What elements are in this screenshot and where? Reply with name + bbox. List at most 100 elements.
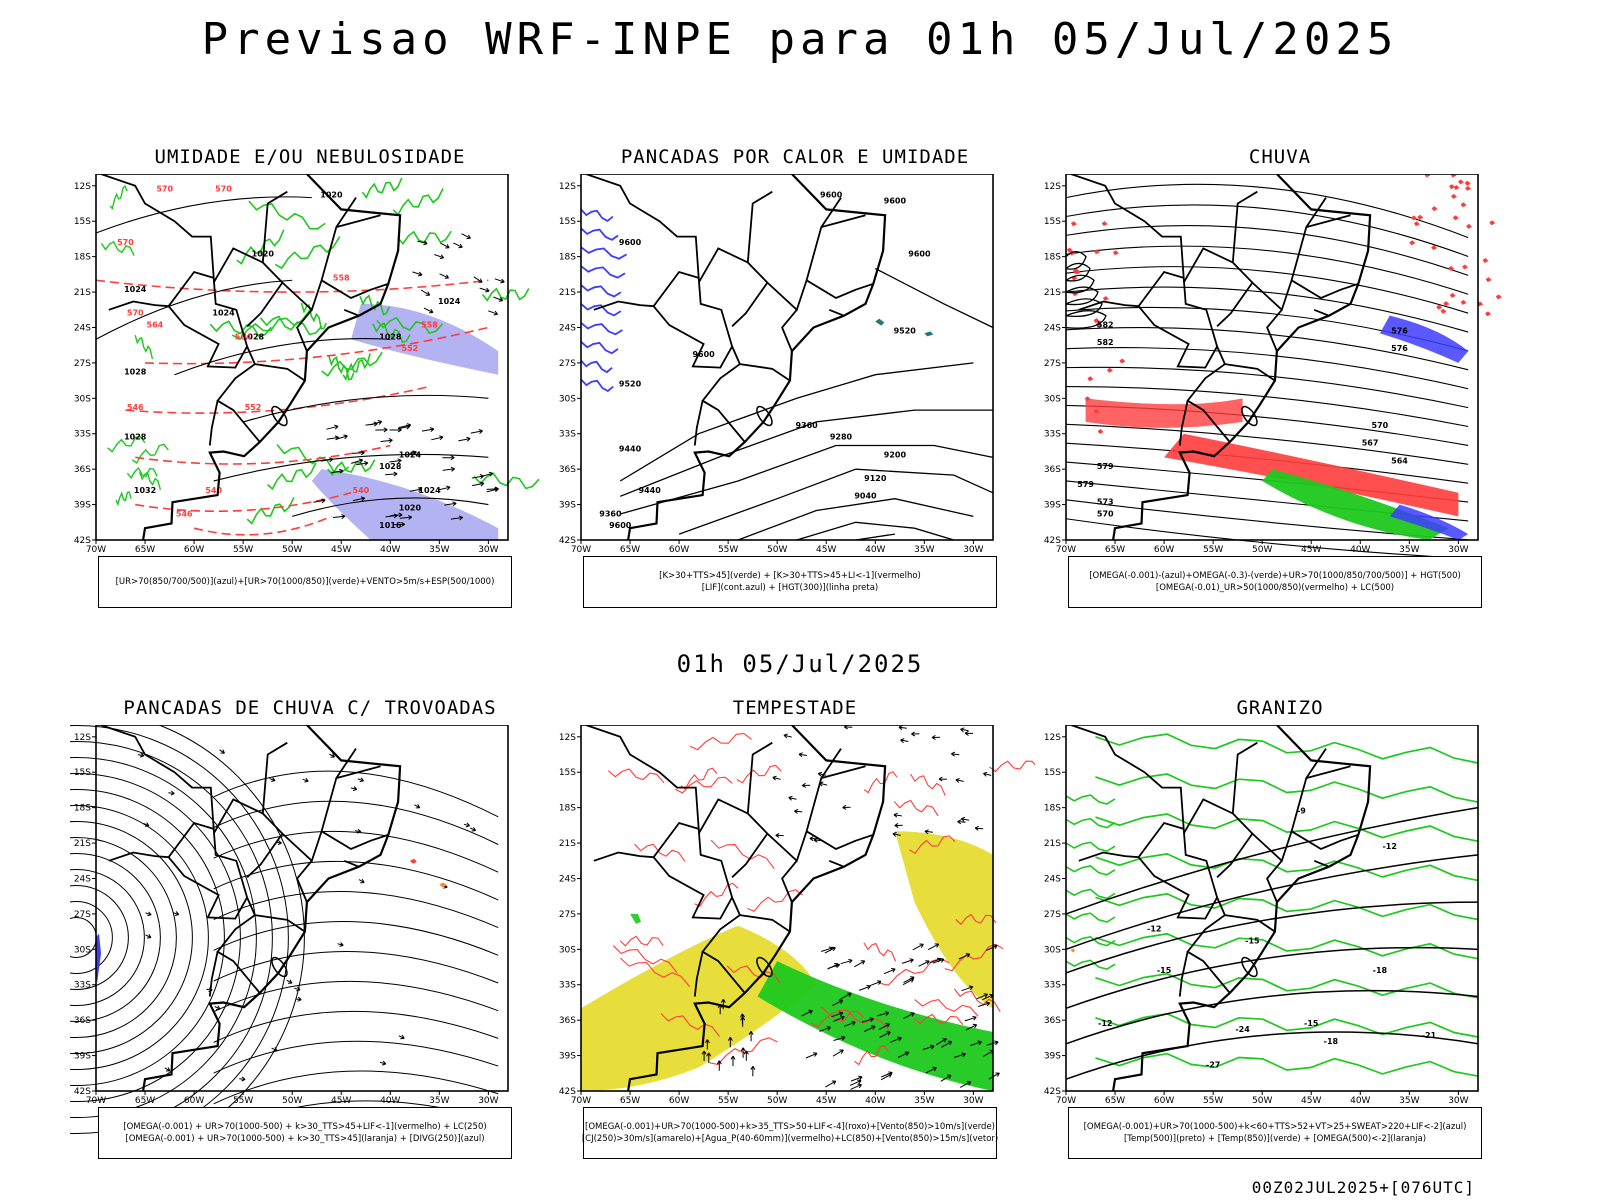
lon-tick-label: 50W — [282, 545, 302, 555]
lat-tick-label: 18S — [74, 253, 91, 263]
lat-tick-label: 24S — [1044, 323, 1061, 333]
lat-tick-label: 21S — [559, 839, 576, 849]
contour-label: 9600 — [908, 250, 931, 259]
wind-vector — [924, 829, 933, 835]
wind-vector — [442, 466, 455, 472]
wind-vector — [701, 1050, 707, 1061]
map-frame — [580, 725, 994, 1092]
wind-vector — [472, 481, 485, 487]
hgt300-contour — [620, 444, 994, 515]
panel-umidade: UMIDADE E/OU NEBULOSIDADE 1020 1020 1024 10… — [70, 146, 550, 626]
contour-label: 570 — [117, 238, 134, 247]
border-line — [739, 363, 791, 382]
wind-vector — [878, 1023, 890, 1031]
wind-vector — [900, 738, 909, 744]
wind-vector — [903, 1012, 915, 1019]
humidity-green-contour — [276, 444, 350, 474]
lon-tick-label: 70W — [86, 1096, 106, 1106]
wind-vector — [879, 1031, 891, 1038]
panel-title-tempestade: TEMPESTADE — [732, 697, 858, 719]
wind-vector — [794, 808, 803, 814]
wind-vector — [470, 429, 483, 434]
border-line — [828, 859, 845, 868]
lat-tick-label: 18S — [74, 804, 91, 814]
lon-tick-label: 30W — [478, 1096, 498, 1106]
border-line — [261, 190, 288, 263]
wind-vector — [320, 457, 334, 463]
contour-label: 570 — [215, 185, 232, 194]
wind-vector — [842, 804, 851, 810]
wind-vector — [332, 514, 346, 519]
temp850-green-contour — [1065, 888, 1116, 900]
rain-red-speck — [1069, 250, 1076, 256]
lat-tick-label: 21S — [1044, 288, 1061, 298]
wind-vector — [463, 822, 471, 828]
contour-label: 582 — [1097, 320, 1114, 329]
lon-tick-label: 30W — [1448, 1096, 1468, 1106]
rain-red-speck — [1431, 206, 1438, 212]
wind-vector — [389, 458, 402, 464]
precip-water-red-contour — [680, 767, 718, 790]
border-line — [1216, 833, 1254, 878]
rain-red-speck — [1451, 193, 1457, 199]
hgt500-contour — [1065, 298, 1103, 317]
precip-water-red-contour — [620, 957, 691, 987]
contour-label: -18 — [1373, 966, 1388, 975]
streamline-ring — [70, 789, 225, 1086]
temp850-green-contour — [1065, 794, 1116, 805]
wind-vector — [352, 496, 366, 502]
wind-vector — [326, 424, 339, 430]
hgt500-contour — [1065, 262, 1091, 282]
lon-tick-label: 65W — [620, 1096, 640, 1106]
wind-vector — [335, 434, 348, 440]
wind-vector — [931, 734, 941, 741]
panel-title-pancadas-trovoadas: PANCADAS DE CHUVA C/ TROVOADAS — [123, 697, 497, 719]
pressure-isobar — [95, 279, 293, 340]
wind-vector — [331, 468, 344, 474]
lat-tick-label: 15S — [74, 768, 91, 778]
humidity-green-contour — [248, 200, 326, 230]
lon-tick-label: 45W — [331, 545, 351, 555]
border-line — [1070, 174, 1231, 443]
contour-label: 564 — [1391, 456, 1408, 465]
precip-water-red-contour — [810, 1010, 865, 1028]
map-granizo: -9 -12 -15 -18 -12 -15 -18 -21 -24 -27 -12 -15 12S 15… — [1044, 725, 1479, 1106]
lon-tick-label: 35W — [429, 545, 449, 555]
contour-label: 1028 — [242, 332, 265, 341]
rain-red-speck — [1424, 174, 1431, 178]
rain-red-speck — [1464, 180, 1471, 186]
humidity-green-contour — [236, 229, 285, 265]
precip-water-red-contour — [879, 957, 950, 986]
pressure-isobar — [292, 497, 489, 517]
border-line — [1224, 363, 1276, 382]
precip-water-red-contour — [893, 799, 939, 817]
contour-label: 9040 — [854, 492, 877, 501]
contour-label: 9600 — [820, 191, 843, 200]
rain-blue-area — [1389, 504, 1469, 540]
streamline-ring — [70, 901, 113, 975]
thickness-red-dashed — [135, 444, 391, 465]
wind-vector — [385, 471, 398, 477]
lat-tick-label: 15S — [559, 217, 576, 227]
rain-red-speck — [1460, 299, 1467, 305]
wind-vector — [964, 1015, 977, 1022]
border-line — [697, 748, 842, 863]
lif-blue-contour — [580, 227, 619, 241]
lat-tick-label: 21S — [74, 288, 91, 298]
temp500-black-contour — [1065, 1031, 1479, 1080]
lon-tick-label: 70W — [1056, 545, 1076, 555]
lagoon-shape — [756, 956, 773, 978]
wind-vector — [479, 287, 490, 293]
rain-red-speck — [1466, 223, 1473, 229]
border-line — [208, 951, 219, 997]
contour-label: 552 — [402, 344, 419, 353]
lat-tick-label: 18S — [1044, 804, 1061, 814]
humidity-green-contour — [259, 315, 323, 336]
wind-vector — [957, 819, 966, 825]
wind-vector — [832, 1049, 844, 1057]
lon-tick-label: 50W — [767, 545, 787, 555]
panel-pancadas-trovoadas: PANCADAS DE CHUVA C/ TROVOADAS 12S 15S 18S… — [70, 697, 550, 1177]
contour-label: 570 — [156, 185, 173, 194]
lat-tick-label: 12S — [74, 733, 91, 743]
precip-water-red-contour — [863, 942, 897, 962]
